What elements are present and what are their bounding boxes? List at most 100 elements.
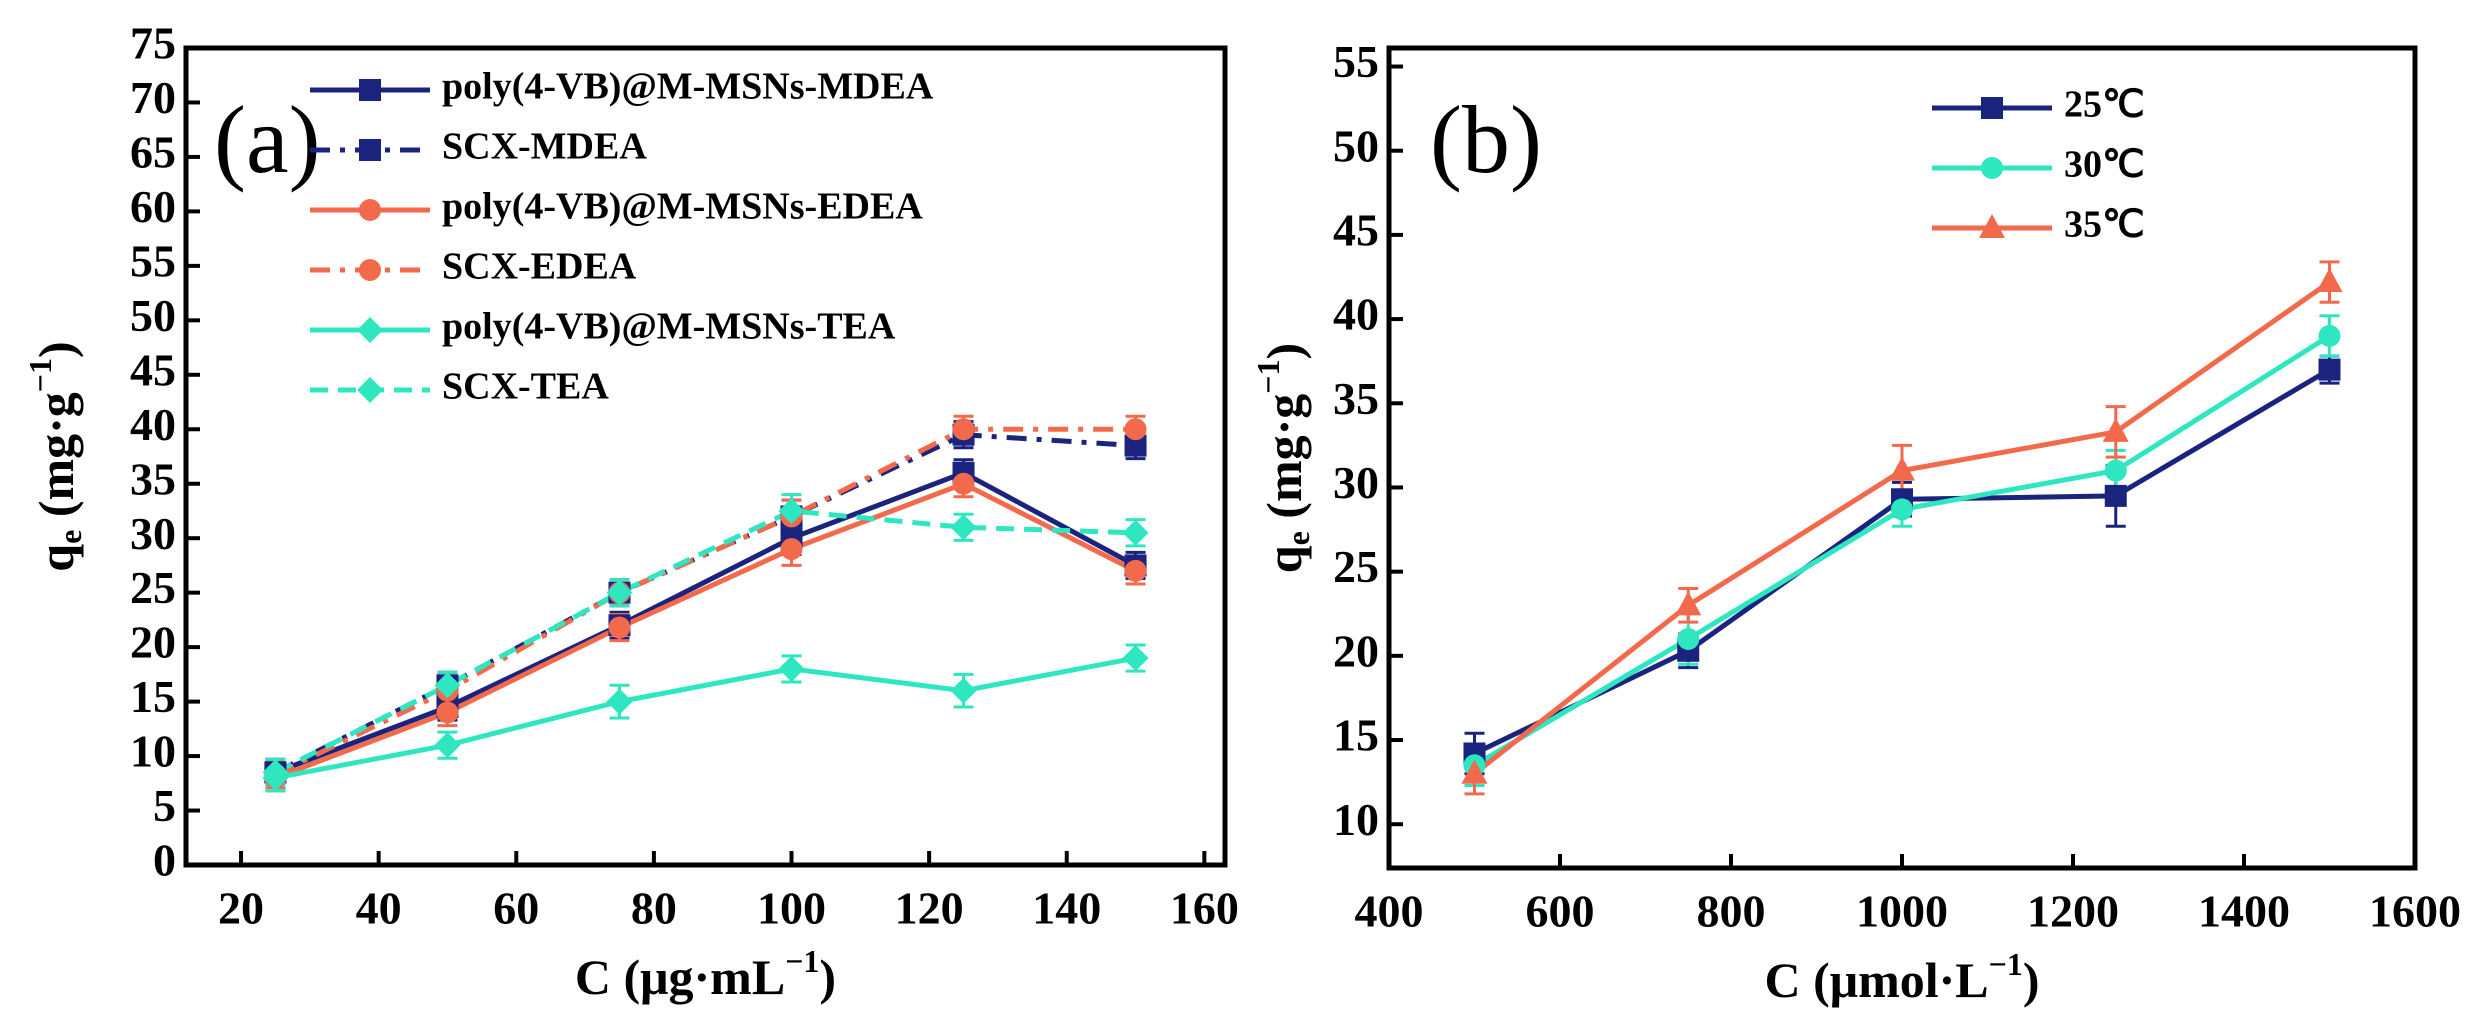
y-tick-label: 15: [130, 671, 176, 722]
legend-marker: [357, 377, 383, 403]
x-tick-label: 600: [1526, 886, 1595, 937]
legend-label: SCX-MDEA: [442, 126, 647, 168]
legend-marker: [359, 139, 381, 161]
y-tick-label: 15: [1333, 710, 1379, 761]
y-tick-label: 45: [1333, 204, 1379, 255]
y-tick-label: 55: [1333, 36, 1379, 87]
x-tick-label: 160: [1170, 883, 1239, 934]
data-point: [2316, 268, 2343, 293]
label-part: −1: [1250, 359, 1286, 393]
data-point: [608, 616, 631, 639]
label-part: −1: [785, 943, 819, 979]
plot-frame: [1386, 45, 2418, 871]
x-tick-label: 100: [757, 883, 826, 934]
x-tick-label: 140: [1032, 883, 1101, 934]
axis-label: qe (mg·g−1): [1250, 343, 1316, 573]
label-part: ): [819, 949, 836, 1005]
data-point: [1124, 418, 1147, 441]
data-point: [606, 579, 633, 606]
label-part: ): [28, 341, 84, 358]
legend-marker: [1981, 157, 2003, 179]
x-tick-label: 120: [895, 883, 964, 934]
axis-label: C (μg·mL−1): [575, 943, 836, 1005]
series-line: [1473, 333, 2331, 768]
x-tick-label: 20: [218, 883, 264, 934]
data-point: [2104, 459, 2127, 482]
y-tick-label: 50: [1333, 120, 1379, 171]
x-tick-label: 400: [1355, 886, 1424, 937]
label-part: e: [52, 530, 88, 544]
series-line: [274, 655, 1137, 781]
legend-label: 35℃: [2064, 204, 2145, 246]
data-point: [2102, 417, 2129, 442]
plot-frame: [183, 45, 1228, 868]
y-tick-label: 55: [130, 235, 176, 286]
data-point: [1122, 519, 1149, 546]
legend-marker: [359, 199, 381, 221]
legend-label: SCX-TEA: [442, 366, 609, 408]
label-part: ): [2023, 952, 2040, 1008]
label-part: −1: [22, 358, 58, 392]
y-tick-label: 20: [1333, 625, 1379, 676]
data-point: [1675, 591, 1702, 616]
y-tick-label: 25: [130, 562, 176, 613]
legend-marker: [359, 79, 381, 101]
label-part: (mg·g: [1256, 394, 1312, 531]
label-part: C (μmol·L: [1764, 952, 1988, 1008]
legend-label: SCX-EDEA: [442, 246, 637, 288]
x-tick-label: 60: [493, 883, 539, 934]
series-line: [1472, 279, 2331, 776]
axis-label: qe (mg·g−1): [22, 341, 88, 571]
data-point: [1122, 645, 1149, 672]
y-tick-label: 65: [130, 126, 176, 177]
x-tick-label: 1200: [2027, 886, 2119, 937]
data-point: [434, 732, 461, 759]
data-point: [262, 759, 289, 786]
series-line: [274, 508, 1136, 775]
panel: 10 15 20 25 30 35 40 45 50 55 400 600 800 1000 1200 140…: [1250, 36, 2461, 1008]
data-point: [436, 701, 459, 724]
data-point: [778, 655, 805, 682]
legend-label: poly(4-VB)@M-MSNs-MDEA: [442, 66, 934, 108]
series-line: [274, 481, 1137, 781]
y-tick-label: 60: [130, 181, 176, 232]
x-tick-label: 80: [631, 883, 677, 934]
data-point: [780, 538, 803, 561]
label-part: q: [28, 544, 84, 572]
y-tick-label: 35: [130, 453, 176, 504]
legend-marker: [1979, 214, 2005, 238]
y-tick-label: 40: [130, 399, 176, 450]
y-tick-label: 25: [1333, 541, 1379, 592]
x-tick-label: 800: [1697, 886, 1766, 937]
series-line: [274, 470, 1137, 775]
data-point: [1677, 628, 1700, 651]
data-point: [1891, 498, 1913, 521]
x-tick-label: 1000: [1856, 886, 1948, 937]
panel-label: (b): [1430, 86, 1542, 193]
data-point: [950, 514, 977, 541]
legend-marker: [357, 317, 383, 343]
y-tick-label: 10: [130, 726, 176, 777]
y-tick-label: 20: [130, 617, 176, 668]
y-tick-label: 40: [1333, 289, 1379, 340]
label-part: e: [1280, 531, 1316, 545]
y-tick-label: 30: [130, 508, 176, 559]
data-point: [2318, 324, 2341, 347]
data-point: [606, 688, 633, 715]
y-tick-label: 45: [130, 344, 176, 395]
data-point: [1461, 759, 1488, 784]
legend-label: poly(4-VB)@M-MSNs-TEA: [442, 306, 896, 348]
y-tick-label: 10: [1333, 794, 1379, 845]
axis-label: C (μmol·L−1): [1764, 946, 2039, 1008]
x-tick-label: 1600: [2369, 886, 2461, 937]
y-tick-label: 35: [1333, 373, 1379, 424]
data-point: [2318, 358, 2341, 381]
label-part: −1: [1989, 946, 2023, 982]
data-point: [1889, 456, 1915, 481]
data-point: [1124, 559, 1147, 582]
label-part: q: [1256, 545, 1312, 573]
y-tick-label: 75: [130, 18, 176, 69]
y-tick-label: 70: [130, 72, 176, 123]
